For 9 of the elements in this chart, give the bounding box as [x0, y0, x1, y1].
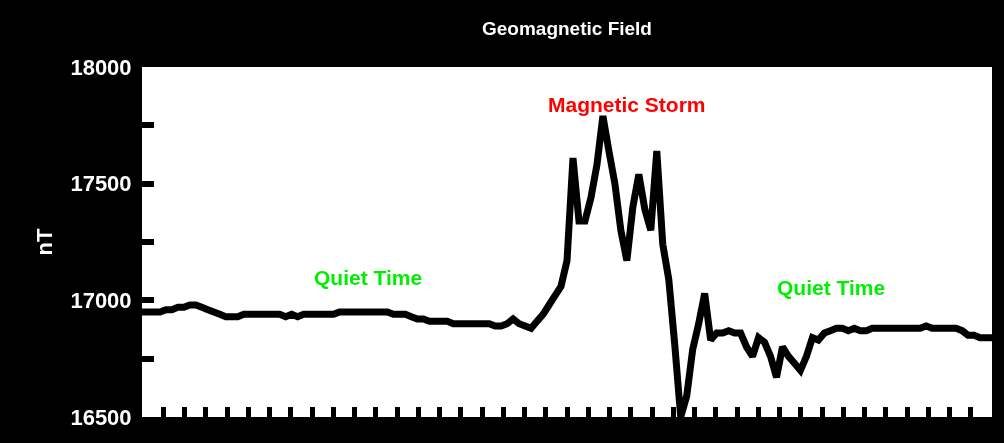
annotation: Quiet Time — [314, 266, 423, 289]
y-tick-label: 17500 — [70, 171, 132, 197]
y-tick-label: 17000 — [70, 288, 132, 314]
y-tick-label: 18000 — [70, 54, 132, 80]
annotation: Magnetic Storm — [548, 93, 706, 116]
annotation: Quiet Time — [777, 276, 886, 299]
y-axis-title: nT — [31, 228, 57, 256]
y-tick-label: 16500 — [70, 404, 132, 430]
chart-title: Geomagnetic Field — [482, 18, 652, 40]
